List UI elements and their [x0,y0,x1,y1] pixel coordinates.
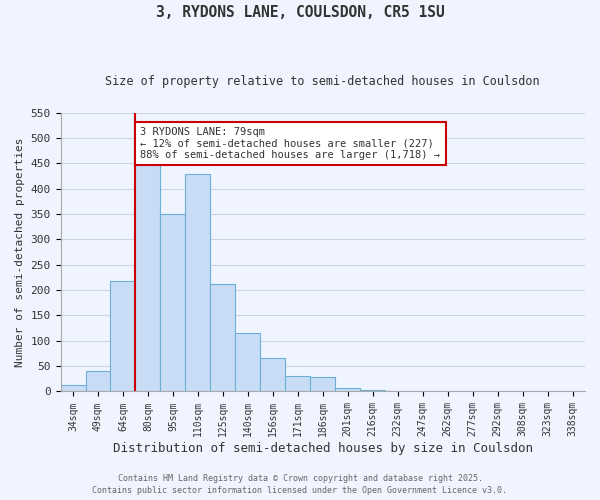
X-axis label: Distribution of semi-detached houses by size in Coulsdon: Distribution of semi-detached houses by … [113,442,533,455]
Bar [160,214,185,392]
Bar [61,386,86,392]
Title: Size of property relative to semi-detached houses in Coulsdon: Size of property relative to semi-detach… [106,75,540,88]
Bar [136,161,160,392]
Text: 3, RYDONS LANE, COULSDON, CR5 1SU: 3, RYDONS LANE, COULSDON, CR5 1SU [155,5,445,20]
Bar [235,333,260,392]
Text: 3 RYDONS LANE: 79sqm
← 12% of semi-detached houses are smaller (227)
88% of semi: 3 RYDONS LANE: 79sqm ← 12% of semi-detac… [140,126,440,160]
Bar [286,376,310,392]
Text: Contains HM Land Registry data © Crown copyright and database right 2025.
Contai: Contains HM Land Registry data © Crown c… [92,474,508,495]
Bar [260,358,286,392]
Bar [211,284,235,392]
Bar [360,390,385,392]
Bar [110,281,136,392]
Bar [86,371,110,392]
Bar [185,174,211,392]
Y-axis label: Number of semi-detached properties: Number of semi-detached properties [15,138,25,367]
Bar [310,378,335,392]
Bar [335,388,360,392]
